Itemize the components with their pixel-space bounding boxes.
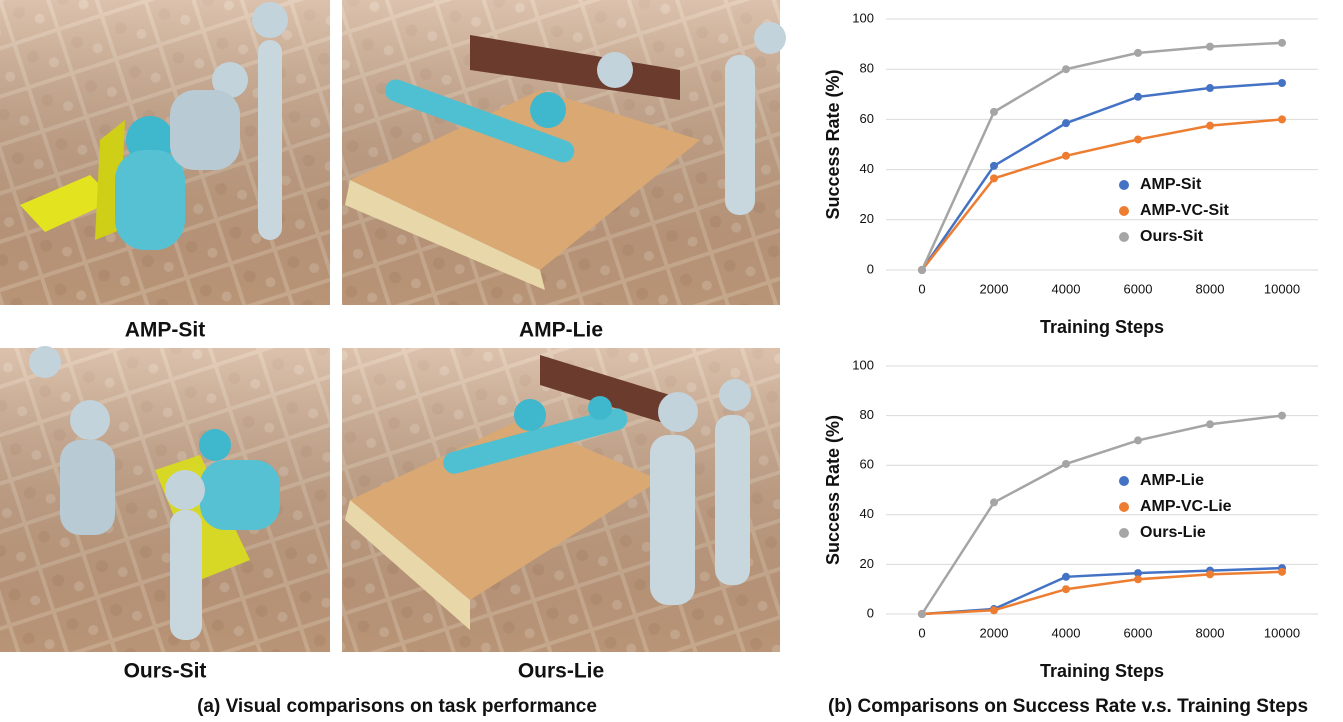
point bbox=[1278, 38, 1286, 47]
point bbox=[1206, 121, 1214, 130]
series-line bbox=[921, 570, 1283, 616]
point bbox=[1134, 48, 1142, 57]
point bbox=[1062, 585, 1070, 594]
y-tick-label: 100 bbox=[852, 357, 874, 372]
point bbox=[1278, 411, 1286, 420]
y-tick-label: 60 bbox=[860, 111, 874, 126]
legend-marker bbox=[1119, 180, 1129, 190]
y-tick-label: 40 bbox=[860, 506, 874, 521]
x-tick-label: 4000 bbox=[1052, 281, 1081, 296]
x-tick-label: 0 bbox=[918, 281, 925, 296]
point bbox=[990, 107, 998, 116]
legend-label: Ours-Lie bbox=[1140, 524, 1206, 541]
legend-label: AMP-VC-Lie bbox=[1140, 498, 1232, 515]
panel-label: Ours-Lie bbox=[518, 660, 604, 683]
point bbox=[1134, 92, 1142, 101]
y-tick-label: 80 bbox=[860, 61, 874, 76]
y-tick-label: 100 bbox=[852, 10, 874, 25]
x-tick-label: 8000 bbox=[1196, 281, 1225, 296]
legend-marker bbox=[1119, 232, 1129, 242]
legend-label: AMP-Lie bbox=[1140, 472, 1204, 489]
legend-marker bbox=[1119, 528, 1129, 538]
legend-marker bbox=[1119, 502, 1129, 512]
series-line bbox=[920, 41, 1283, 271]
point bbox=[1206, 420, 1214, 429]
x-tick-label: 6000 bbox=[1124, 625, 1153, 640]
point bbox=[1062, 65, 1070, 74]
point bbox=[1134, 575, 1142, 584]
x-tick-label: 0 bbox=[918, 625, 925, 640]
image-amp-lie bbox=[342, 0, 786, 305]
x-tick-label: 10000 bbox=[1264, 281, 1300, 296]
caption: (a) Visual comparisons on task performan… bbox=[197, 696, 597, 717]
x-tick-label: 10000 bbox=[1264, 625, 1300, 640]
x-tick-label: 2000 bbox=[980, 281, 1009, 296]
point bbox=[1062, 572, 1070, 581]
panel-label: AMP-Lie bbox=[519, 319, 603, 342]
point bbox=[1206, 570, 1214, 579]
point bbox=[1134, 569, 1142, 578]
legend-label: Ours-Sit bbox=[1140, 228, 1204, 245]
point bbox=[1062, 151, 1070, 160]
point bbox=[1278, 567, 1286, 576]
series-line bbox=[920, 414, 1283, 615]
point bbox=[990, 161, 998, 170]
legend-marker bbox=[1119, 476, 1129, 486]
x-tick-label: 2000 bbox=[980, 625, 1009, 640]
legend-label: AMP-VC-Sit bbox=[1140, 202, 1230, 219]
y-axis-title: Success Rate (%) bbox=[823, 69, 843, 219]
y-tick-label: 20 bbox=[860, 211, 874, 226]
legend-marker bbox=[1119, 206, 1129, 216]
point bbox=[918, 610, 926, 618]
x-axis-title: Training Steps bbox=[1040, 317, 1164, 337]
y-tick-label: 0 bbox=[867, 605, 874, 620]
point bbox=[1062, 119, 1070, 128]
x-axis-title: Training Steps bbox=[1040, 661, 1164, 681]
point bbox=[1134, 436, 1142, 445]
y-tick-label: 60 bbox=[860, 457, 874, 472]
y-tick-label: 80 bbox=[860, 407, 874, 422]
legend-label: AMP-Sit bbox=[1140, 176, 1202, 193]
caption: (b) Comparisons on Success Rate v.s. Tra… bbox=[828, 696, 1308, 717]
series-line bbox=[920, 81, 1283, 271]
point bbox=[990, 174, 998, 183]
y-axis-title: Success Rate (%) bbox=[823, 415, 843, 565]
panel-label: AMP-Sit bbox=[125, 319, 206, 342]
series-line bbox=[921, 118, 1283, 271]
x-tick-label: 4000 bbox=[1052, 625, 1081, 640]
point bbox=[1278, 79, 1286, 88]
point bbox=[1278, 115, 1286, 124]
image-ours-lie bbox=[342, 348, 780, 652]
y-tick-label: 0 bbox=[867, 261, 874, 276]
point bbox=[1062, 459, 1070, 468]
point bbox=[1134, 135, 1142, 144]
point bbox=[1206, 84, 1214, 93]
panel-label: Ours-Sit bbox=[124, 660, 207, 683]
y-tick-label: 40 bbox=[860, 161, 874, 176]
point bbox=[1206, 42, 1214, 51]
x-tick-label: 8000 bbox=[1196, 625, 1225, 640]
y-tick-label: 20 bbox=[860, 556, 874, 571]
image-ours-sit bbox=[0, 346, 330, 652]
point bbox=[990, 498, 998, 507]
series-line bbox=[921, 566, 1283, 616]
image-amp-sit bbox=[0, 0, 330, 305]
point bbox=[990, 606, 998, 615]
x-tick-label: 6000 bbox=[1124, 281, 1153, 296]
point bbox=[918, 266, 926, 274]
